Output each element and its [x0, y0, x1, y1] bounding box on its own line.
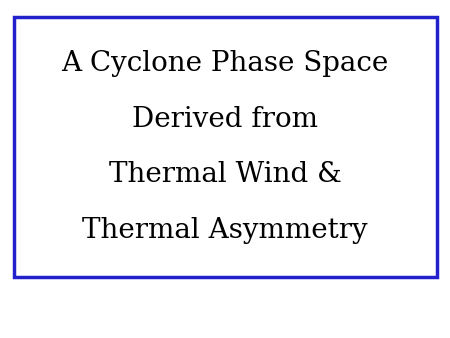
Text: Thermal Wind &: Thermal Wind &: [108, 162, 342, 188]
Text: A Cyclone Phase Space: A Cyclone Phase Space: [61, 50, 389, 77]
Text: Thermal Asymmetry: Thermal Asymmetry: [82, 217, 368, 244]
Text: Derived from: Derived from: [132, 106, 318, 132]
Bar: [14, 17, 436, 277]
